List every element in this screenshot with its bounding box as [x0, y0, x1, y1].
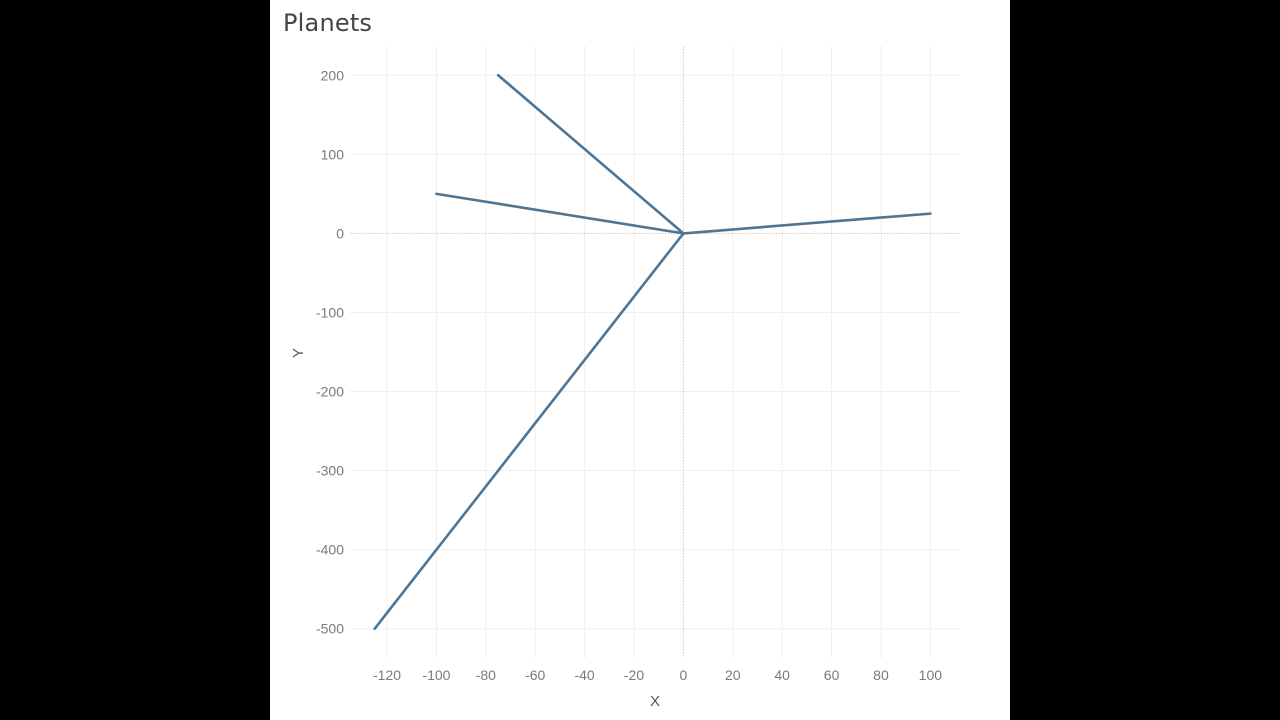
series-line-2 — [435, 192, 685, 235]
chart-plot: -120 -100 -80 -60 -40 -20 0 20 40 60 80 1002001000-… — [290, 46, 960, 710]
y-tick-label: -400 — [316, 542, 344, 558]
x-tick-label: -100 — [422, 667, 450, 683]
chart-title: Planets — [283, 9, 373, 37]
grid-lines — [350, 46, 960, 658]
y-tick-label: -200 — [316, 384, 344, 400]
tick-labels: -120 -100 -80 -60 -40 -20 0 20 40 60 80 1002001000-… — [316, 67, 942, 683]
series-line-1 — [496, 73, 685, 235]
x-tick-label: -20 — [624, 667, 644, 683]
y-tick-label: -500 — [316, 621, 344, 637]
zero-lines — [350, 46, 960, 658]
x-tick-label: -120 — [373, 667, 401, 683]
y-tick-label: -100 — [316, 304, 344, 320]
series-line-4 — [373, 232, 685, 631]
x-tick-label: -60 — [525, 667, 545, 683]
y-tick-label: 0 — [336, 225, 344, 241]
series-line-3 — [682, 212, 932, 235]
x-tick-label: 60 — [824, 667, 840, 683]
x-tick-label: -40 — [574, 667, 594, 683]
x-tick-label: 80 — [873, 667, 889, 683]
y-tick-label: -300 — [316, 463, 344, 479]
chart-panel: Planets -120 -100 -80 -60 -40 -20 0 20 40 60 80 100… — [270, 0, 1010, 720]
x-tick-label: 0 — [680, 667, 688, 683]
x-tick-label: 100 — [919, 667, 943, 683]
x-tick-label: 40 — [774, 667, 790, 683]
y-tick-label: 200 — [321, 67, 345, 83]
x-tick-label: 20 — [725, 667, 741, 683]
x-axis-title: X — [650, 693, 660, 710]
series-lines — [373, 73, 932, 631]
y-tick-label: 100 — [321, 146, 345, 162]
y-axis-title: Y — [290, 348, 307, 358]
x-tick-label: -80 — [476, 667, 496, 683]
